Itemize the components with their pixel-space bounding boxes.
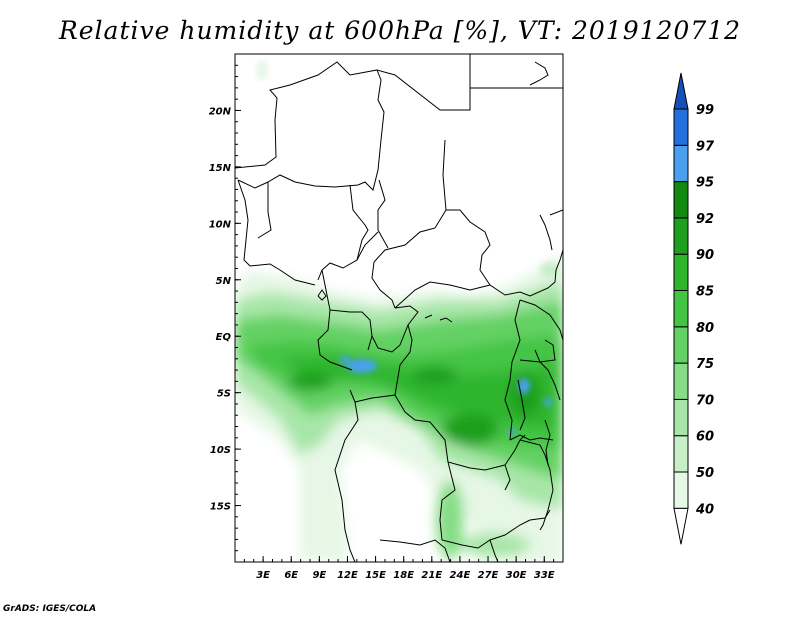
- colorbar-segment: [673, 253, 689, 291]
- lon-tick-label: 30E: [506, 570, 527, 581]
- colorbar-label: 85: [696, 285, 714, 300]
- colorbar-segment: [673, 144, 689, 183]
- lon-tick-label: 27E: [478, 570, 499, 581]
- lat-tick-label: 20N: [209, 106, 232, 117]
- colorbar-label: 60: [696, 430, 714, 445]
- colorbar-label: 80: [696, 321, 714, 336]
- lat-axis: 20N 15N 10N 5N EQ 5S 10S 15S: [209, 64, 241, 552]
- colorbar-label: 92: [696, 212, 714, 227]
- colorbar-label: 40: [695, 502, 714, 517]
- colorbar-label: 99: [696, 103, 714, 118]
- lat-tick-label: 15N: [209, 163, 232, 174]
- colorbar-segment: [673, 217, 689, 255]
- lat-tick-label: EQ: [216, 332, 232, 343]
- colorbar-segment: [673, 398, 689, 437]
- lon-tick-label: 12E: [337, 570, 358, 581]
- colorbar-segment: [673, 290, 689, 328]
- lon-tick-label: 33E: [534, 570, 555, 581]
- lon-tick-label: 9E: [312, 570, 326, 581]
- humidity-field: [235, 60, 563, 562]
- colorbar-segment: [673, 108, 689, 146]
- lon-tick-label: 15E: [365, 570, 386, 581]
- map-frame: [234, 53, 564, 563]
- lon-tick-label: 24E: [450, 570, 471, 581]
- credit-label: GrADS: IGES/COLA: [3, 604, 97, 614]
- lon-tick-label: 21E: [421, 570, 442, 581]
- map-title: Relative humidity at 600hPa [%], VT: 201…: [58, 16, 742, 45]
- colorbar: 40 50 60 70 75 80 85 90 92 95 97 99: [673, 72, 715, 545]
- lon-axis: 3E 6E 9E 12E 15E 18E 21E 24E 27E 30E 33E: [243, 556, 555, 581]
- lon-tick-label: 6E: [284, 570, 298, 581]
- colorbar-label: 90: [696, 248, 714, 263]
- lat-tick-label: 10S: [210, 445, 231, 456]
- lat-tick-label: 5N: [216, 276, 232, 287]
- country-borders: [235, 54, 563, 562]
- lat-tick-label: 5S: [217, 389, 231, 400]
- colorbar-label: 95: [696, 176, 714, 191]
- colorbar-label: 97: [696, 139, 715, 154]
- colorbar-segment: [673, 362, 689, 400]
- colorbar-label: 50: [696, 466, 714, 481]
- lon-tick-label: 18E: [393, 570, 414, 581]
- lat-tick-label: 10N: [209, 219, 232, 230]
- colorbar-segment: [673, 471, 689, 509]
- colorbar-label: 70: [696, 393, 714, 408]
- lon-tick-label: 3E: [256, 570, 270, 581]
- colorbar-label: 75: [696, 357, 714, 372]
- colorbar-segment: [673, 326, 689, 364]
- colorbar-segment: [673, 72, 689, 110]
- colorbar-segment: [673, 507, 689, 545]
- lat-tick-label: 15S: [210, 502, 231, 513]
- colorbar-segment: [673, 181, 689, 219]
- colorbar-segment: [673, 435, 689, 473]
